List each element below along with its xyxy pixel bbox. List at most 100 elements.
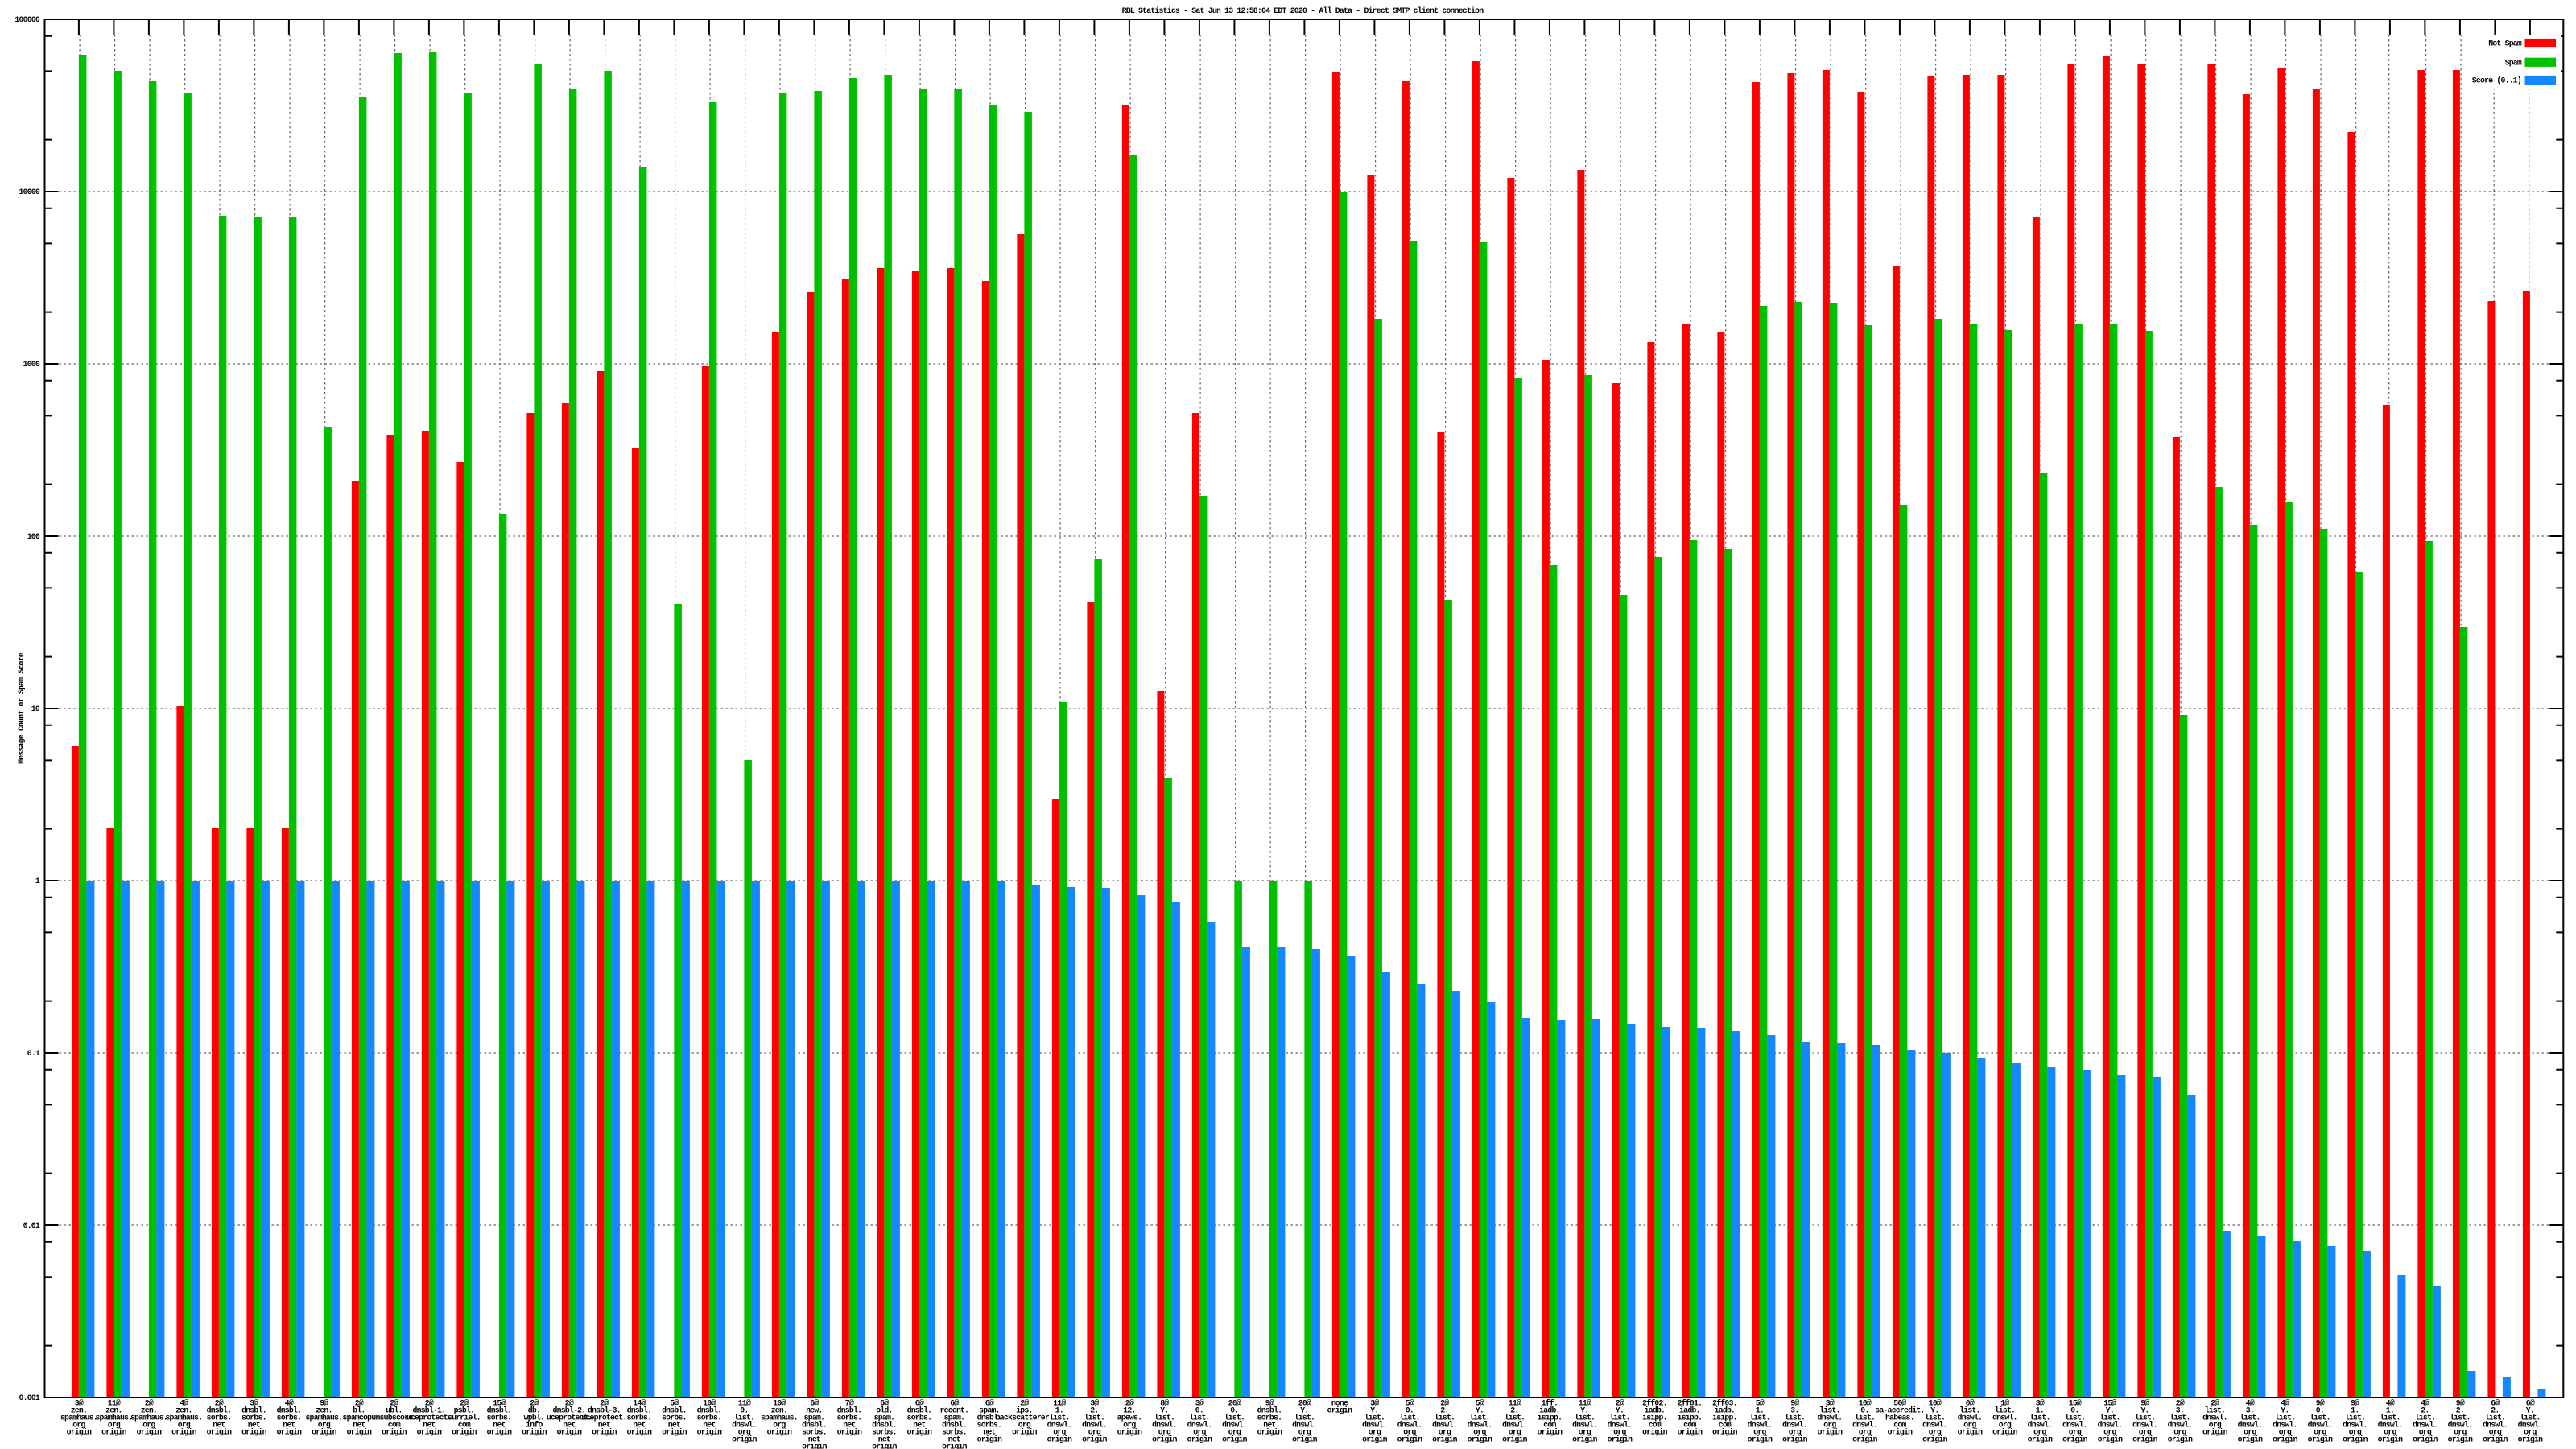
svg-text:origin: origin	[802, 1443, 827, 1449]
svg-text:dnsbl.: dnsbl.	[662, 1406, 687, 1415]
svg-text:9@: 9@	[1265, 1399, 1274, 1408]
svg-text:org: org	[1473, 1428, 1486, 1437]
svg-text:org: org	[1228, 1428, 1241, 1437]
svg-text:com: com	[388, 1421, 401, 1430]
svg-text:1.: 1.	[2351, 1406, 2359, 1415]
svg-text:dnsbl.: dnsbl.	[977, 1414, 1002, 1422]
svg-text:list.: list.	[1575, 1414, 1596, 1422]
svg-text:2.: 2.	[1440, 1406, 1448, 1415]
svg-text:Y.: Y.	[1580, 1406, 1588, 1415]
svg-text:sorbs.: sorbs.	[277, 1414, 302, 1422]
svg-text:list.: list.	[2240, 1414, 2260, 1422]
svg-text:sorbs.: sorbs.	[802, 1428, 827, 1437]
svg-text:origin: origin	[662, 1428, 687, 1437]
svg-text:Message Count or Spam Score: Message Count or Spam Score	[17, 652, 26, 764]
svg-text:3@: 3@	[75, 1399, 84, 1408]
svg-text:2@: 2@	[600, 1399, 609, 1408]
svg-text:origin: origin	[101, 1428, 126, 1437]
svg-text:recent.: recent.	[940, 1406, 969, 1415]
svg-text:origin: origin	[1538, 1428, 1563, 1437]
svg-text:10@: 10@	[1859, 1399, 1872, 1408]
svg-text:0.: 0.	[1860, 1406, 1868, 1415]
svg-text:com: com	[1543, 1421, 1556, 1430]
svg-text:isipp.: isipp.	[1642, 1414, 1667, 1422]
svg-text:org: org	[1403, 1428, 1416, 1437]
svg-text:origin: origin	[1397, 1435, 1422, 1444]
svg-text:4@: 4@	[2421, 1399, 2429, 1408]
svg-text:3@: 3@	[250, 1399, 258, 1408]
svg-text:origin: origin	[837, 1428, 862, 1437]
svg-text:0.001: 0.001	[19, 1393, 40, 1402]
svg-text:org: org	[1018, 1421, 1031, 1430]
svg-text:2@: 2@	[1125, 1399, 1134, 1408]
svg-text:org: org	[2489, 1428, 2502, 1437]
svg-text:9@: 9@	[1790, 1399, 1799, 1408]
svg-text:dnswl.: dnswl.	[1748, 1421, 1773, 1430]
svg-text:sorbs.: sorbs.	[977, 1421, 1002, 1430]
svg-text:origin: origin	[1187, 1435, 1212, 1444]
svg-text:5@: 5@	[670, 1399, 679, 1408]
svg-text:list.: list.	[2520, 1414, 2541, 1422]
svg-text:origin: origin	[1468, 1435, 1492, 1444]
svg-text:com: com	[458, 1421, 471, 1430]
svg-text:org: org	[1439, 1428, 1451, 1437]
svg-text:dnsbl.: dnsbl.	[207, 1406, 232, 1415]
svg-text:dnswl.: dnswl.	[1432, 1421, 1457, 1430]
svg-text:10@: 10@	[1929, 1399, 1942, 1408]
svg-text:org: org	[2454, 1428, 2467, 1437]
svg-text:dnsbl.: dnsbl.	[1257, 1406, 1282, 1415]
svg-text:12.: 12.	[1123, 1406, 1135, 1415]
svg-text:list.: list.	[1294, 1414, 1315, 1422]
svg-text:origin: origin	[1327, 1406, 1352, 1415]
svg-text:sorbs.: sorbs.	[207, 1414, 232, 1422]
svg-text:2@: 2@	[565, 1399, 574, 1408]
svg-text:info: info	[526, 1421, 543, 1430]
svg-text:1.: 1.	[1055, 1406, 1063, 1415]
svg-text:net: net	[843, 1421, 855, 1430]
svg-text:6@: 6@	[2526, 1399, 2535, 1408]
svg-text:org: org	[1789, 1428, 1802, 1437]
svg-text:dnswl.: dnswl.	[1047, 1421, 1072, 1430]
svg-text:org: org	[1298, 1428, 1311, 1437]
svg-text:dnswl.: dnswl.	[1818, 1414, 1843, 1422]
svg-text:unsubscore.: unsubscore.	[371, 1414, 416, 1422]
svg-text:10: 10	[31, 704, 40, 713]
svg-text:dnswl.: dnswl.	[2028, 1421, 2053, 1430]
svg-text:2@: 2@	[1440, 1399, 1449, 1408]
svg-text:org: org	[1579, 1428, 1591, 1437]
svg-text:11@: 11@	[1509, 1399, 1521, 1408]
svg-text:10@: 10@	[773, 1399, 786, 1408]
svg-text:dnsbl.: dnsbl.	[802, 1421, 827, 1430]
svg-text:zen.: zen.	[141, 1406, 157, 1415]
svg-text:list.: list.	[2099, 1414, 2120, 1422]
svg-text:origin: origin	[1572, 1435, 1597, 1444]
svg-text:11@: 11@	[1053, 1399, 1066, 1408]
svg-text:Y.: Y.	[2281, 1406, 2289, 1415]
svg-text:org: org	[1368, 1428, 1381, 1437]
svg-text:list.: list.	[1785, 1414, 1806, 1422]
svg-text:apews.: apews.	[1117, 1414, 1142, 1422]
svg-text:1@: 1@	[2000, 1399, 2009, 1408]
svg-text:origin: origin	[1958, 1428, 1983, 1437]
svg-text:origin: origin	[1502, 1435, 1527, 1444]
svg-text:origin: origin	[67, 1428, 92, 1437]
svg-text:0.: 0.	[740, 1406, 748, 1415]
svg-text:origin: origin	[1222, 1435, 1247, 1444]
svg-text:org: org	[2033, 1428, 2046, 1437]
svg-text:origin: origin	[452, 1428, 477, 1437]
svg-text:zen.: zen.	[316, 1406, 332, 1415]
svg-text:dnswl.: dnswl.	[1397, 1421, 1422, 1430]
svg-text:uceprotect.: uceprotect.	[547, 1414, 592, 1422]
svg-text:dnswl.: dnswl.	[1082, 1421, 1107, 1430]
svg-text:list.: list.	[1154, 1414, 1175, 1422]
svg-text:1.: 1.	[2386, 1406, 2394, 1415]
svg-text:dnswl.: dnswl.	[1608, 1421, 1633, 1430]
svg-text:origin: origin	[1818, 1428, 1843, 1437]
svg-text:origin: origin	[2448, 1435, 2473, 1444]
svg-text:dnswl.: dnswl.	[1187, 1421, 1212, 1430]
svg-text:list.: list.	[2485, 1414, 2506, 1422]
svg-text:6@: 6@	[915, 1399, 924, 1408]
svg-text:Y.: Y.	[1370, 1406, 1378, 1415]
svg-text:origin: origin	[312, 1428, 336, 1437]
svg-text:org: org	[318, 1421, 331, 1430]
